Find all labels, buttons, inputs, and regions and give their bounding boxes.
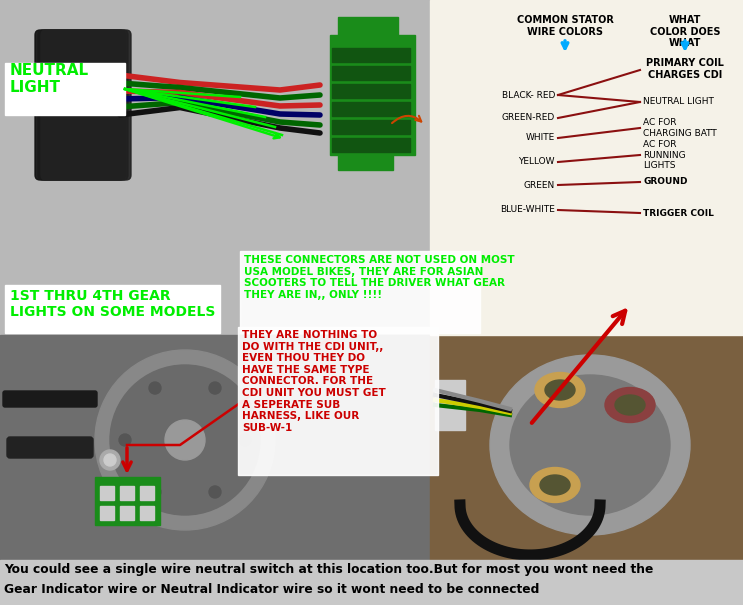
Text: Gear Indicator wire or Neutral Indicator wire so it wont need to be connected: Gear Indicator wire or Neutral Indicator… [4,583,539,596]
Text: GROUND: GROUND [643,177,687,186]
Bar [5,63,125,115]
Bar [430,335,743,560]
Ellipse shape [545,380,575,400]
Text: 1ST THRU 4TH GEAR
LIGHTS ON SOME MODELS: 1ST THRU 4TH GEAR LIGHTS ON SOME MODELS [10,289,215,319]
Bar [240,251,480,333]
Bar [100,506,114,520]
Circle shape [149,382,161,394]
Text: COMMON STATOR
WIRE COLORS: COMMON STATOR WIRE COLORS [516,15,614,36]
Bar [95,477,160,525]
Bar [332,138,410,152]
Bar [0,560,743,605]
Ellipse shape [535,373,585,408]
Ellipse shape [540,475,570,495]
Bar [120,486,134,500]
Bar [332,66,410,80]
FancyBboxPatch shape [7,437,93,458]
FancyBboxPatch shape [38,30,128,180]
Ellipse shape [605,387,655,422]
Bar [332,120,410,134]
Circle shape [95,350,275,530]
Text: THEY ARE NOTHING TO
DO WITH THE CDI UNIT,,
EVEN THOU THEY DO
HAVE THE SAME TYPE
: THEY ARE NOTHING TO DO WITH THE CDI UNIT… [242,330,386,433]
Bar [338,17,398,35]
Circle shape [104,454,116,466]
Bar [140,506,154,520]
Circle shape [209,486,221,498]
Bar [5,285,220,333]
Bar [330,35,415,155]
Text: GREEN: GREEN [524,180,555,189]
Bar [0,0,430,335]
Circle shape [209,382,221,394]
Circle shape [149,486,161,498]
Text: You could see a single wire neutral switch at this location too.But for most you: You could see a single wire neutral swit… [4,563,653,576]
Ellipse shape [490,355,690,535]
Text: BLACK- RED: BLACK- RED [502,91,555,99]
Bar [332,102,410,116]
Bar [140,486,154,500]
Ellipse shape [530,468,580,503]
FancyBboxPatch shape [41,30,131,180]
Text: PRIMARY COIL
CHARGES CDI: PRIMARY COIL CHARGES CDI [646,58,724,80]
Text: THESE CONNECTORS ARE NOT USED ON MOST
USA MODEL BIKES, THEY ARE FOR ASIAN
SCOOTE: THESE CONNECTORS ARE NOT USED ON MOST US… [244,255,515,300]
Bar [120,506,134,520]
Bar [332,48,410,62]
Text: NEUTRAL
LIGHT: NEUTRAL LIGHT [10,63,89,96]
Text: TRIGGER COIL: TRIGGER COIL [643,209,714,218]
Text: NEUTRAL LIGHT: NEUTRAL LIGHT [643,97,714,106]
Bar [338,152,393,170]
FancyBboxPatch shape [3,391,97,407]
FancyBboxPatch shape [35,30,125,180]
Text: AC FOR
CHARGING BATT: AC FOR CHARGING BATT [643,119,717,138]
Circle shape [119,434,131,446]
Circle shape [239,434,251,446]
Text: YELLOW: YELLOW [519,157,555,166]
Bar [100,486,114,500]
Text: GREEN-RED: GREEN-RED [502,114,555,122]
Text: WHAT
COLOR DOES
WHAT: WHAT COLOR DOES WHAT [649,15,720,48]
Circle shape [165,420,205,460]
Text: WHITE: WHITE [526,134,555,143]
Ellipse shape [510,375,670,515]
Bar [238,327,438,475]
Bar [435,380,465,430]
Bar [332,84,410,98]
Bar [0,335,430,560]
Circle shape [100,450,120,470]
Circle shape [110,365,260,515]
Text: BLUE-WHITE: BLUE-WHITE [500,206,555,215]
Bar [430,0,743,335]
Text: AC FOR
RUNNING
LIGHTS: AC FOR RUNNING LIGHTS [643,140,686,170]
Ellipse shape [615,395,645,415]
